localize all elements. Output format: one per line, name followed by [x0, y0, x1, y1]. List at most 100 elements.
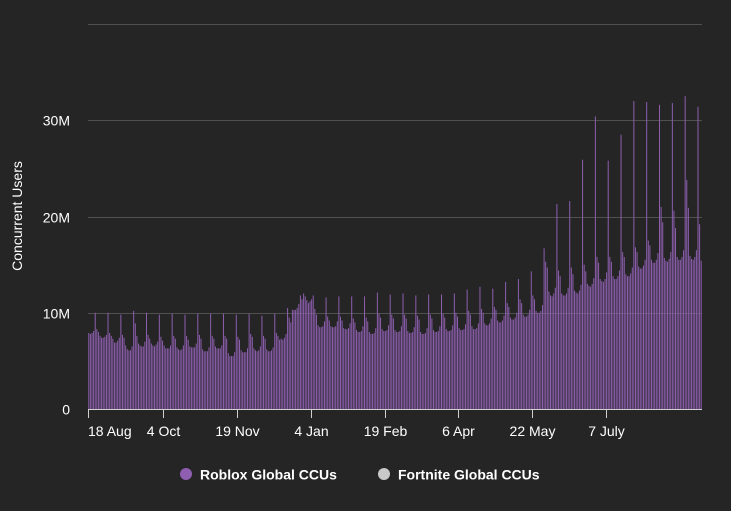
- roblox-ccu-bar[interactable]: [368, 332, 370, 409]
- roblox-ccu-bar[interactable]: [120, 314, 122, 409]
- roblox-ccu-bar[interactable]: [338, 296, 340, 409]
- roblox-ccu-bar[interactable]: [609, 256, 611, 409]
- roblox-ccu-bar[interactable]: [497, 320, 499, 409]
- roblox-ccu-bar[interactable]: [367, 321, 369, 409]
- roblox-ccu-bar[interactable]: [333, 327, 335, 409]
- roblox-ccu-bar[interactable]: [676, 256, 678, 409]
- roblox-ccu-bar[interactable]: [615, 279, 617, 409]
- roblox-ccu-bar[interactable]: [474, 329, 476, 409]
- roblox-ccu-bar[interactable]: [684, 96, 686, 409]
- roblox-ccu-bar[interactable]: [311, 299, 313, 409]
- roblox-ccu-bar[interactable]: [357, 332, 359, 409]
- roblox-ccu-bar[interactable]: [594, 116, 596, 410]
- roblox-ccu-bar[interactable]: [320, 327, 322, 409]
- roblox-ccu-bar[interactable]: [569, 201, 571, 409]
- roblox-ccu-bar[interactable]: [612, 276, 614, 409]
- roblox-ccu-bar[interactable]: [245, 352, 247, 409]
- roblox-ccu-bar[interactable]: [190, 347, 192, 409]
- roblox-ccu-bar[interactable]: [477, 323, 479, 409]
- roblox-ccu-bar[interactable]: [468, 310, 470, 409]
- roblox-ccu-bar[interactable]: [243, 352, 245, 409]
- roblox-ccu-bar[interactable]: [444, 317, 446, 409]
- roblox-ccu-bar[interactable]: [370, 333, 372, 409]
- roblox-ccu-bar[interactable]: [543, 248, 545, 409]
- roblox-ccu-bar[interactable]: [588, 285, 590, 409]
- roblox-ccu-bar[interactable]: [657, 253, 659, 409]
- roblox-ccu-bar[interactable]: [101, 337, 103, 409]
- roblox-ccu-bar[interactable]: [424, 332, 426, 409]
- roblox-ccu-bar[interactable]: [575, 292, 577, 409]
- roblox-ccu-bar[interactable]: [182, 345, 184, 409]
- roblox-ccu-bar[interactable]: [679, 259, 681, 409]
- roblox-ccu-bar[interactable]: [495, 309, 497, 409]
- roblox-ccu-bar[interactable]: [118, 337, 120, 409]
- roblox-ccu-bar[interactable]: [272, 347, 274, 409]
- roblox-ccu-bar[interactable]: [309, 301, 311, 409]
- roblox-ccu-bar[interactable]: [617, 276, 619, 409]
- roblox-ccu-bar[interactable]: [229, 356, 231, 409]
- roblox-ccu-bar[interactable]: [178, 349, 180, 409]
- roblox-ccu-bar[interactable]: [202, 349, 204, 409]
- roblox-ccu-bar[interactable]: [239, 339, 240, 409]
- roblox-ccu-bar[interactable]: [133, 310, 135, 409]
- roblox-ccu-bar[interactable]: [291, 309, 293, 409]
- roblox-ccu-bar[interactable]: [266, 349, 268, 409]
- roblox-ccu-bar[interactable]: [473, 329, 475, 409]
- roblox-ccu-bar[interactable]: [423, 333, 425, 409]
- roblox-ccu-bar[interactable]: [138, 343, 139, 409]
- roblox-ccu-bar[interactable]: [428, 294, 430, 409]
- roblox-ccu-bar[interactable]: [652, 262, 654, 409]
- roblox-ccu-bar[interactable]: [700, 260, 702, 409]
- roblox-ccu-bar[interactable]: [255, 350, 257, 409]
- roblox-ccu-bar[interactable]: [460, 330, 462, 409]
- roblox-ccu-bar[interactable]: [166, 348, 168, 409]
- roblox-ccu-bar[interactable]: [198, 334, 200, 409]
- roblox-ccu-bar[interactable]: [123, 337, 125, 409]
- roblox-ccu-bar[interactable]: [408, 332, 410, 409]
- roblox-ccu-bar[interactable]: [343, 328, 345, 409]
- roblox-ccu-bar[interactable]: [295, 309, 297, 409]
- roblox-ccu-bar[interactable]: [642, 265, 644, 409]
- roblox-ccu-bar[interactable]: [447, 331, 449, 409]
- roblox-ccu-bar[interactable]: [293, 309, 295, 409]
- roblox-ccu-bar[interactable]: [192, 347, 194, 409]
- roblox-ccu-bar[interactable]: [392, 318, 394, 409]
- roblox-ccu-bar[interactable]: [598, 262, 600, 409]
- roblox-ccu-bar[interactable]: [267, 351, 269, 409]
- roblox-ccu-bar[interactable]: [559, 276, 561, 409]
- roblox-ccu-bar[interactable]: [400, 326, 402, 409]
- roblox-ccu-bar[interactable]: [694, 256, 696, 409]
- roblox-ccu-bar[interactable]: [524, 316, 526, 409]
- roblox-ccu-bar[interactable]: [505, 281, 507, 409]
- roblox-ccu-bar[interactable]: [633, 101, 635, 409]
- roblox-ccu-bar[interactable]: [644, 259, 646, 409]
- roblox-ccu-bar[interactable]: [525, 316, 527, 409]
- roblox-ccu-bar[interactable]: [663, 257, 665, 409]
- roblox-ccu-bar[interactable]: [695, 250, 697, 409]
- roblox-ccu-bar[interactable]: [274, 313, 276, 409]
- roblox-ccu-bar[interactable]: [280, 338, 282, 409]
- roblox-ccu-bar[interactable]: [466, 289, 468, 409]
- roblox-ccu-bar[interactable]: [99, 335, 101, 409]
- roblox-ccu-bar[interactable]: [139, 345, 141, 409]
- roblox-ccu-bar[interactable]: [551, 296, 553, 409]
- roblox-ccu-bar[interactable]: [344, 329, 346, 409]
- roblox-ccu-bar[interactable]: [277, 335, 279, 409]
- roblox-ccu-bar[interactable]: [660, 206, 662, 410]
- roblox-ccu-bar[interactable]: [375, 328, 377, 409]
- roblox-ccu-bar[interactable]: [226, 338, 228, 409]
- roblox-ccu-bar[interactable]: [283, 337, 285, 409]
- roblox-ccu-bar[interactable]: [439, 326, 441, 409]
- roblox-ccu-bar[interactable]: [315, 314, 317, 409]
- roblox-ccu-bar[interactable]: [442, 313, 444, 409]
- roblox-ccu-bar[interactable]: [546, 267, 548, 409]
- roblox-ccu-bar[interactable]: [665, 260, 667, 409]
- roblox-ccu-bar[interactable]: [399, 331, 401, 409]
- roblox-ccu-bar[interactable]: [174, 338, 176, 409]
- roblox-ccu-bar[interactable]: [670, 252, 672, 409]
- roblox-ccu-bar[interactable]: [574, 290, 576, 409]
- roblox-ccu-bar[interactable]: [381, 329, 383, 409]
- roblox-ccu-bar[interactable]: [606, 272, 608, 409]
- roblox-ccu-bar[interactable]: [248, 313, 250, 409]
- roblox-ccu-bar[interactable]: [187, 339, 189, 409]
